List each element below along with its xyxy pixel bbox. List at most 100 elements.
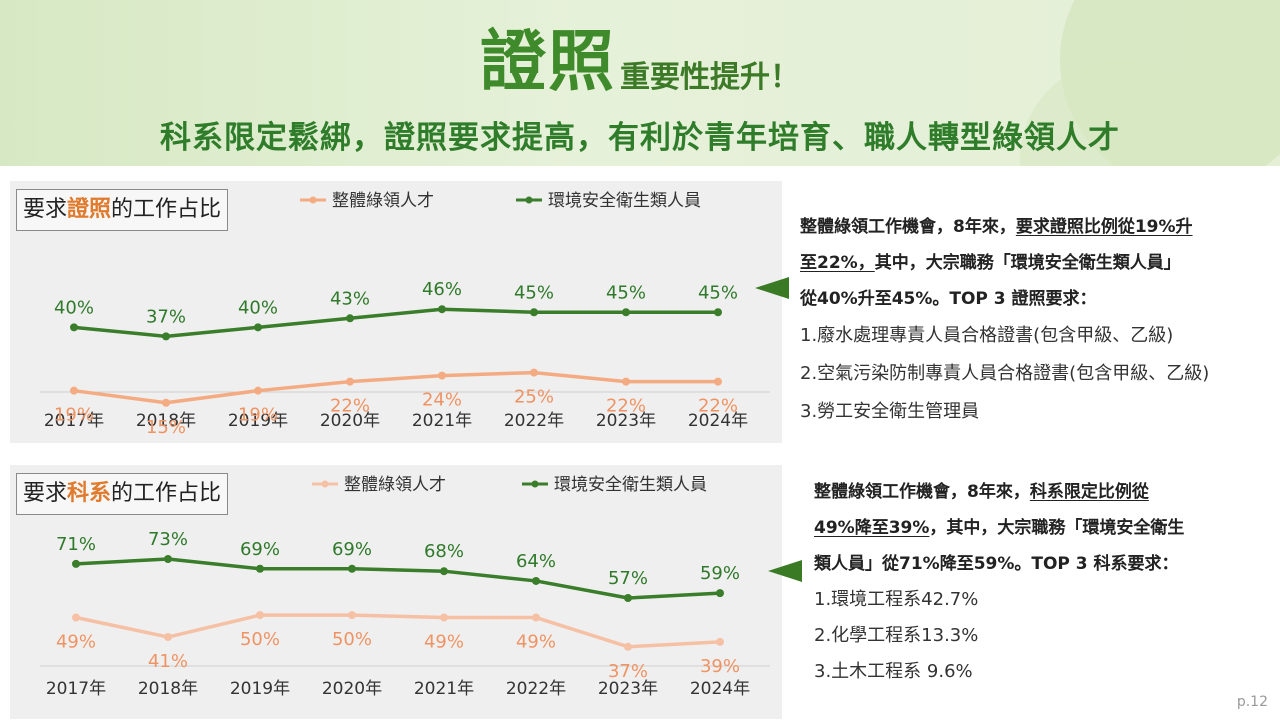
- desc-text: 整體綠領工作機會，8年來，: [814, 482, 1030, 502]
- x-tick-label: 2019年: [230, 679, 290, 699]
- data-label: 64%: [516, 551, 556, 572]
- series-line: [74, 613, 722, 649]
- data-point: [162, 398, 170, 407]
- data-label: 68%: [424, 541, 464, 562]
- data-point: [714, 377, 722, 386]
- chart-title-certificate: 要求證照的工作占比: [16, 189, 229, 231]
- data-label: 15%: [146, 417, 186, 438]
- chart-title-prefix: 要求: [23, 481, 68, 506]
- data-label: 22%: [606, 396, 646, 417]
- list-item: 2.化學工程系13.3%: [814, 625, 979, 646]
- data-point: [622, 308, 630, 317]
- data-point: [72, 613, 80, 622]
- data-label: 71%: [56, 534, 96, 555]
- department-description: 整體綠領工作機會，8年來，科系限定比例從 49%降至39%，其中，大宗職務「環境…: [814, 478, 1184, 694]
- data-point: [624, 594, 632, 603]
- data-label: 41%: [148, 651, 188, 672]
- list-item: 3.土木工程系 9.6%: [814, 661, 973, 682]
- chart-title-department: 要求科系的工作占比: [16, 473, 229, 515]
- desc-underlined-text: 科系限定比例從: [1029, 482, 1149, 502]
- x-tick-label: 2020年: [322, 679, 382, 699]
- data-point: [714, 308, 722, 317]
- list-item: 1.廢水處理專責人員合格證書(包含甲級、乙級): [800, 325, 1174, 346]
- x-tick-label: 2024年: [690, 679, 750, 699]
- chart-panel-department: 2017年 2018年 2019年 2020年 2021年 2022年 2023年 2024年…: [10, 465, 782, 719]
- list-item: 2.空氣污染防制專責人員合格證書(包含甲級、乙級): [800, 363, 1210, 384]
- header-banner: 證照 重要性提升！ 科系限定鬆綁，證照要求提高，有利於青年培育、職人轉型綠領人才: [0, 0, 1280, 166]
- data-label: 46%: [422, 279, 462, 300]
- data-point: [624, 642, 632, 651]
- x-tick-label: 2018年: [136, 411, 196, 431]
- desc-text: 整體綠領工作機會，8年來，: [800, 217, 1016, 237]
- x-tick-label: 2021年: [414, 679, 474, 699]
- data-point: [164, 633, 172, 642]
- data-point: [162, 332, 170, 341]
- data-point: [346, 377, 354, 386]
- x-tick-label: 2023年: [596, 411, 656, 431]
- data-label: 49%: [424, 632, 464, 653]
- desc-line: 至22%，其中，大宗職務「環境安全衛生類人員」: [800, 249, 1209, 285]
- desc-line: 類人員」從71%降至59%。TOP 3 科系要求：: [814, 554, 1179, 574]
- desc-line: 49%降至39%，其中，大宗職務「環境安全衛生: [814, 514, 1184, 550]
- legend-marker: [321, 480, 329, 488]
- data-point: [72, 559, 80, 568]
- series-line: [72, 307, 720, 339]
- pointer-arrow-icon: [755, 277, 789, 299]
- data-point: [348, 611, 356, 620]
- desc-underlined-text: 要求證照比例從19%升: [1015, 217, 1193, 237]
- data-point: [254, 323, 262, 332]
- data-label: 49%: [56, 632, 96, 653]
- data-point: [532, 613, 540, 622]
- data-point: [164, 555, 172, 563]
- desc-text: 其中，大宗職務「環境安全衛生類人員」: [874, 253, 1181, 273]
- chart-title-suffix: 的工作占比: [111, 481, 222, 506]
- data-point: [532, 576, 540, 585]
- data-label: 22%: [698, 396, 738, 417]
- legend-label: 環境安全衛生類人員: [554, 475, 707, 495]
- legend-label: 整體綠領人才: [344, 475, 446, 495]
- desc-underlined-text: 49%降至39%: [814, 518, 930, 538]
- data-point: [440, 567, 448, 576]
- data-point: [622, 377, 630, 386]
- page-title-main: 證照: [480, 23, 616, 100]
- x-tick-label: 2019年: [228, 411, 288, 431]
- data-point: [70, 386, 78, 395]
- certificate-line-chart: 2017年 2018年 2019年 2020年 2021年 2022年 2023年 2024年…: [40, 191, 770, 438]
- data-label: 40%: [238, 297, 278, 318]
- list-item: 1.環境工程系42.7%: [814, 589, 979, 610]
- data-point: [440, 613, 448, 622]
- data-label: 24%: [422, 390, 462, 411]
- page-title-tail: 重要性提升！: [620, 60, 800, 95]
- data-label: 43%: [330, 288, 370, 309]
- x-tick-label: 2023年: [598, 679, 658, 699]
- legend-label: 整體綠領人才: [332, 191, 434, 211]
- data-label: 40%: [54, 297, 94, 318]
- x-tick-label: 2021年: [412, 411, 472, 431]
- x-tick-label: 2024年: [688, 411, 748, 431]
- desc-line: 整體綠領工作機會，8年來，要求證照比例從19%升: [800, 213, 1209, 249]
- data-label: 19%: [54, 405, 94, 426]
- data-label: 39%: [700, 656, 740, 677]
- data-label: 45%: [514, 282, 554, 303]
- chart-title-highlight: 證照: [67, 197, 112, 222]
- series-line: [74, 557, 722, 600]
- x-tick-label: 2022年: [506, 679, 566, 699]
- desc-line: 整體綠領工作機會，8年來，科系限定比例從: [814, 478, 1184, 514]
- data-label: 37%: [608, 661, 648, 682]
- data-label: 69%: [332, 539, 372, 560]
- data-point: [254, 386, 262, 395]
- series-line: [72, 370, 720, 405]
- data-point: [256, 564, 264, 573]
- data-point: [348, 564, 356, 573]
- desc-underlined-text: 至22%，: [800, 253, 875, 273]
- data-point: [70, 323, 78, 332]
- page-subtitle: 科系限定鬆綁，證照要求提高，有利於青年培育、職人轉型綠領人才: [160, 120, 1120, 156]
- page-number: p.12: [1236, 694, 1268, 710]
- legend-marker: [309, 196, 317, 204]
- data-label: 19%: [238, 405, 278, 426]
- pointer-arrow-icon: [768, 560, 802, 582]
- chart-panel-certificate: 2017年 2018年 2019年 2020年 2021年 2022年 2023年 2024年…: [10, 181, 782, 443]
- legend-label: 環境安全衛生類人員: [548, 191, 701, 211]
- legend-marker: [531, 480, 539, 488]
- data-label: 50%: [240, 629, 280, 650]
